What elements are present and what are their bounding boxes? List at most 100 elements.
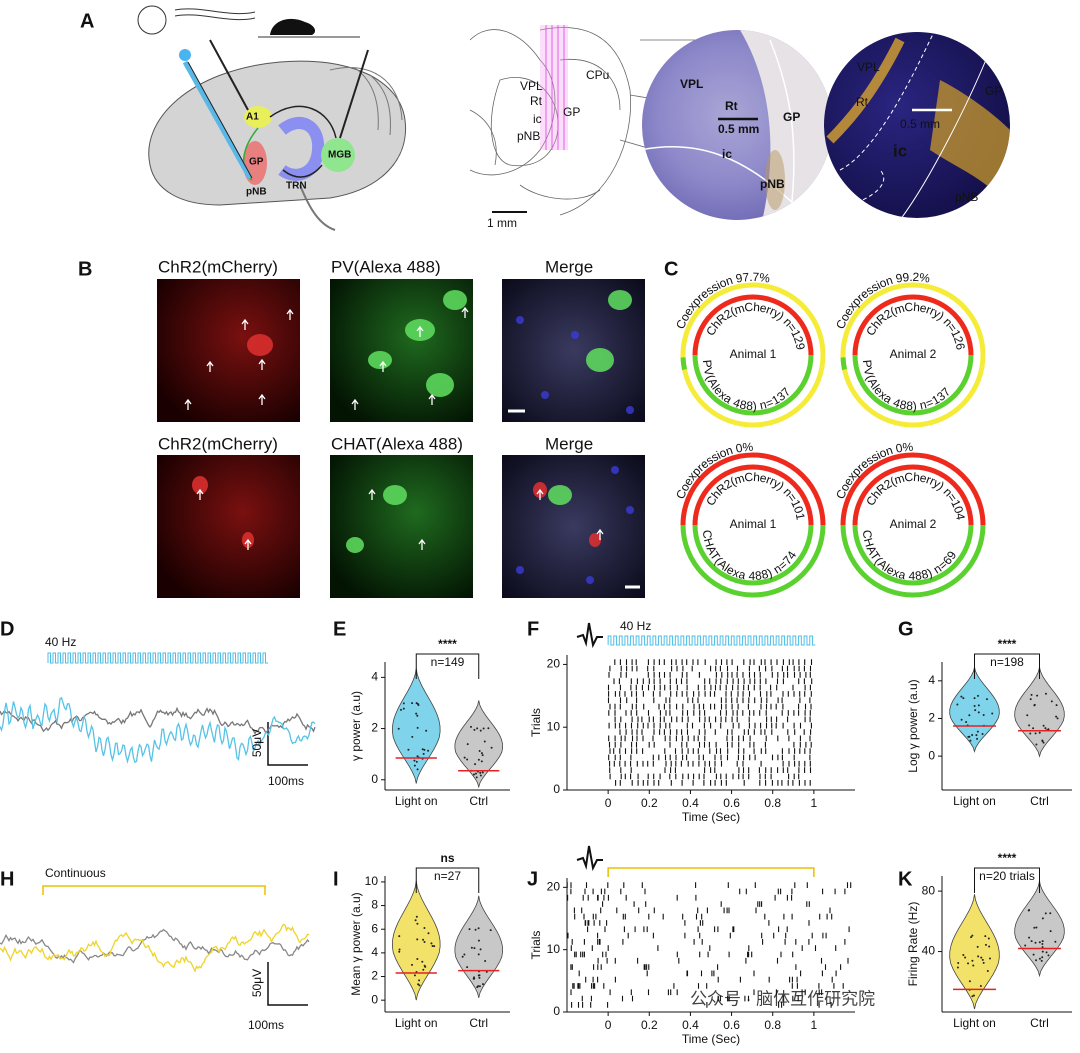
data-dot bbox=[965, 720, 968, 723]
violin bbox=[1014, 880, 1065, 978]
micrograph-grid bbox=[157, 279, 645, 598]
data-dot bbox=[461, 955, 464, 958]
data-dot bbox=[400, 708, 403, 711]
data-dot bbox=[416, 726, 419, 729]
ring-outer bbox=[840, 452, 986, 526]
data-dot bbox=[415, 760, 418, 763]
arrow bbox=[379, 360, 387, 372]
data-dot bbox=[986, 970, 989, 973]
ring-label: PV(Alexa 488) n=137 bbox=[700, 359, 794, 413]
data-dot bbox=[474, 772, 477, 775]
y-tick-label: 0 bbox=[371, 772, 378, 786]
significance: ns bbox=[440, 851, 454, 865]
y-axis-label: Trials bbox=[529, 931, 543, 960]
y-tick-label: 10 bbox=[547, 719, 561, 733]
scale-label: 100ms bbox=[248, 1018, 284, 1032]
y-tick-label: 4 bbox=[928, 673, 935, 687]
y-tick-label: 20 bbox=[547, 880, 561, 894]
data-dot bbox=[427, 932, 430, 935]
data-dot bbox=[479, 771, 482, 774]
micro-label: VPL bbox=[857, 60, 880, 74]
data-dot bbox=[489, 929, 492, 932]
data-dot bbox=[1041, 946, 1044, 949]
brain-sketch bbox=[137, 5, 407, 231]
x-tick-label: 0 bbox=[605, 796, 612, 810]
ring-outer bbox=[840, 282, 986, 368]
data-dot bbox=[398, 948, 401, 951]
ring-green bbox=[852, 524, 974, 586]
y-tick-label: 4 bbox=[371, 670, 378, 684]
data-dot bbox=[1038, 731, 1041, 734]
data-dot bbox=[1035, 959, 1038, 962]
y-tick-label: 10 bbox=[365, 874, 379, 888]
data-dot bbox=[417, 704, 420, 707]
x-axis-label: Time (Sec) bbox=[682, 1032, 740, 1046]
atlas-label: Rt bbox=[530, 94, 543, 108]
data-dot bbox=[976, 737, 979, 740]
sig-bracket bbox=[974, 653, 1040, 679]
data-dot bbox=[422, 938, 425, 941]
panel-letter: F bbox=[527, 618, 539, 640]
data-dot bbox=[969, 739, 972, 742]
data-dot bbox=[1036, 694, 1039, 697]
y-tick-label: 0 bbox=[553, 1004, 560, 1018]
data-dot bbox=[477, 939, 480, 942]
data-dot bbox=[974, 709, 977, 712]
ring-label: PV(Alexa 488) n=137 bbox=[700, 359, 794, 413]
atlas-label: VPL bbox=[520, 79, 543, 93]
data-dot bbox=[956, 966, 959, 969]
significance: **** bbox=[998, 851, 1017, 865]
n-label: n=198 bbox=[990, 655, 1024, 669]
data-dot bbox=[1024, 944, 1027, 947]
micro-label: pNB bbox=[760, 177, 785, 191]
data-dot bbox=[981, 733, 984, 736]
y-axis-label: Trials bbox=[529, 708, 543, 737]
data-dot bbox=[968, 714, 971, 717]
x-tick-label: Ctrl bbox=[1030, 794, 1049, 808]
data-dot bbox=[398, 935, 401, 938]
data-dot bbox=[413, 764, 416, 767]
micro-label: Rt bbox=[725, 99, 738, 113]
data-dot bbox=[971, 734, 974, 737]
data-dot bbox=[976, 730, 979, 733]
data-dot bbox=[463, 756, 466, 759]
data-dot bbox=[418, 984, 421, 987]
y-tick-label: 0 bbox=[553, 782, 560, 796]
x-tick-label: 0.8 bbox=[764, 1018, 781, 1032]
ring-outer bbox=[680, 524, 826, 598]
ring-red bbox=[852, 464, 974, 526]
data-dot bbox=[478, 985, 481, 988]
data-dot bbox=[425, 729, 428, 732]
data-dot bbox=[976, 945, 979, 948]
data-dot bbox=[968, 980, 971, 983]
data-dot bbox=[972, 994, 975, 997]
region-label: TRN bbox=[286, 181, 307, 192]
data-dot bbox=[422, 752, 425, 755]
x-tick-label: 0.6 bbox=[723, 796, 740, 810]
data-dot bbox=[1050, 700, 1053, 703]
micro-label: ic bbox=[893, 141, 907, 160]
data-dot bbox=[1033, 926, 1036, 929]
violin bbox=[454, 700, 504, 789]
data-dot bbox=[433, 945, 436, 948]
panel-letter: H bbox=[0, 868, 14, 890]
data-dot bbox=[984, 935, 987, 938]
panel-letter: D bbox=[0, 618, 14, 640]
arrow bbox=[428, 393, 436, 405]
arrow bbox=[241, 318, 249, 330]
waveform bbox=[576, 622, 603, 649]
violin bbox=[391, 668, 441, 784]
data-dot bbox=[416, 768, 419, 771]
scale-bars bbox=[267, 722, 308, 1006]
y-tick-label: 0 bbox=[371, 992, 378, 1006]
data-dot bbox=[414, 919, 417, 922]
animal-label: Animal 2 bbox=[890, 347, 937, 361]
data-dot bbox=[481, 754, 484, 757]
stim-bar bbox=[607, 867, 815, 877]
y-tick-label: 10 bbox=[547, 942, 561, 956]
data-dot bbox=[487, 727, 490, 730]
data-dot bbox=[977, 711, 980, 714]
data-dot bbox=[1044, 727, 1047, 730]
data-dot bbox=[472, 977, 475, 980]
data-dot bbox=[416, 714, 419, 717]
